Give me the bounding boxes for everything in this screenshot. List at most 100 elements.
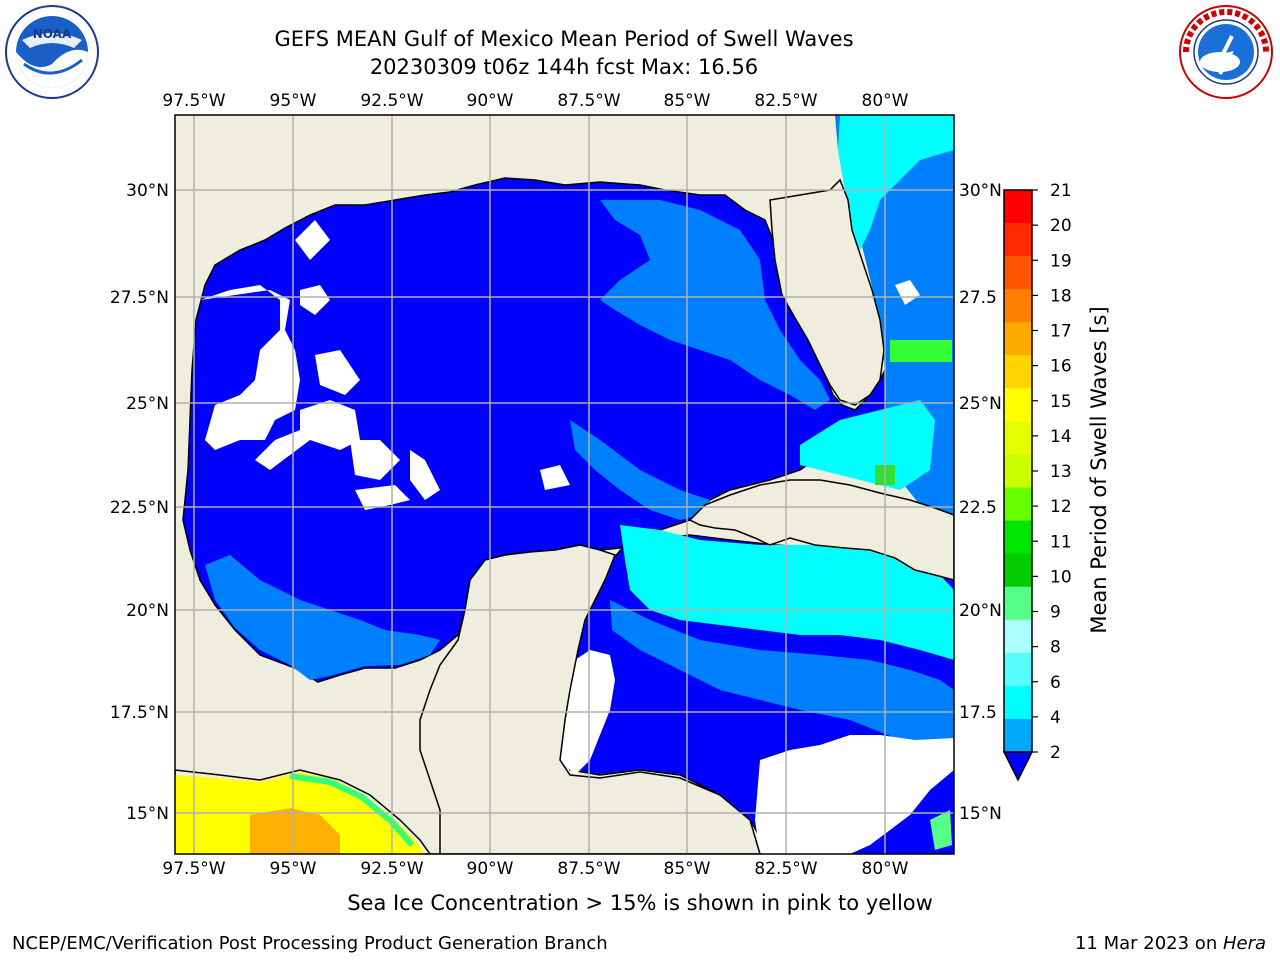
nodata-gulf-4 [315,350,360,395]
caption-text: Sea Ice Concentration > 15% is shown in … [347,891,933,915]
lat-labels-left: 30°N 27.5°N 25°N 22.5°N 20°N 17.5°N 15°N [110,181,169,824]
nodata-gulf-6 [410,450,440,500]
swell-band-west [205,555,440,680]
colorbar-tick-label: 17 [1050,322,1072,342]
nodata-gulf-5 [295,220,330,260]
colorbar-tick-label: 18 [1050,286,1072,306]
colorbar-tick-label: 20 [1050,216,1072,236]
colorbar-band [1004,520,1032,555]
machine-name: Hera [1222,933,1266,954]
colorbar-tick-label: 8 [1050,638,1061,658]
lon-label-bottom: 97.5°W [162,859,225,879]
cuba-land [688,479,954,581]
swell-band-caribbean [610,600,954,760]
colorbar-band [1004,421,1032,455]
pacific-orange [250,808,340,854]
lat-label-right: 22.5 [959,498,997,518]
colorbar-tick-label: 19 [1050,251,1072,271]
colorbar-band [1004,553,1032,588]
noaa-logo: NOAA [5,5,99,99]
lon-label-bottom: 80°W [862,859,909,879]
lon-label-bottom: 87.5°W [557,859,620,879]
yucatan-land [175,544,761,854]
lon-label-bottom: 82.5°W [754,859,817,879]
lat-label-right: 27.5 [959,288,997,308]
colorbar-tick-label: 9 [1050,603,1061,623]
date-text: 11 Mar 2023 on [1074,933,1223,954]
colorbar-band [1004,223,1032,257]
lon-label-top: 97.5°W [162,91,225,111]
nodata-gulf-2 [350,440,400,480]
lon-label-top: 95°W [270,91,317,111]
pacific-green-edge [289,773,415,847]
lat-label-left: 22.5°N [110,498,169,518]
swell-cyan-atlantic [838,115,954,250]
lon-label-top: 87.5°W [557,91,620,111]
lat-label-left: 17.5°N [110,703,169,723]
lat-label-right: 17.5 [959,703,997,723]
colorbar-tick-label: 14 [1050,427,1072,447]
lat-label-right: 25°N [959,394,1002,414]
colorbar-band [1004,718,1032,753]
colorbar-tick-label: 21 [1050,181,1072,201]
colorbar-tick-label: 16 [1050,357,1072,377]
colorbar-band [1004,289,1032,323]
map-subtitle: 20230309 t06z 144h fcst Max: 16.56 [369,55,759,79]
lat-labels-right: 30°N 27.5 25°N 22.5 20°N 17.5 15°N [959,181,1002,824]
lat-label-left: 20°N [126,601,169,621]
lon-labels: 97.5°W 95°W 92.5°W 90°W 87.5°W 85°W 82.5… [162,91,908,879]
lon-label-top: 80°W [862,91,909,111]
swell-cyan-straits [800,400,935,490]
nodata-gulf-7 [540,465,570,490]
date-stamp: 11 Mar 2023 on Hera [1075,933,1266,954]
colorbar-band [1004,619,1032,654]
nodata-south-caribbean [755,735,954,854]
colorbar-tick-label: 15 [1050,392,1072,412]
lon-label-top: 82.5°W [754,91,817,111]
colorbar-tick-label: 4 [1050,708,1061,728]
colorbar-band [1004,388,1032,422]
lat-label-right: 30°N [959,181,1002,201]
nws-logo [1179,5,1273,99]
nodata-atlantic [895,280,920,305]
colorbar: 21 20 19 18 17 16 15 14 13 12 11 10 9 8 6 4 2 [1002,181,1072,782]
swell-cyan-caribbean [620,525,954,660]
lon-label-top: 85°W [664,91,711,111]
lon-label-top: 92.5°W [360,91,423,111]
colorbar-band [1004,190,1032,224]
lat-label-right: 20°N [959,601,1002,621]
colorbar-tick-label: 11 [1050,532,1072,552]
lon-label-top: 90°W [467,91,514,111]
gridlines [175,115,954,854]
map-frame [174,114,955,855]
colorbar-band [1004,256,1032,290]
lon-label-bottom: 90°W [467,859,514,879]
colorbar-extension [1002,751,1034,782]
nodata-central-gulf [255,400,360,470]
map-area [175,115,954,854]
credit-text: NCEP/EMC/Verification Post Processing Pr… [12,933,608,954]
lon-label-bottom: 95°W [270,859,317,879]
swell-band-central [570,420,710,520]
colorbar-tick-label: 2 [1050,743,1061,763]
colorbar-band [1004,586,1032,621]
colorbar-label: Mean Period of Swell Waves [s] [1087,306,1111,633]
colorbar-band [1004,454,1032,489]
colorbar-tick-label: 10 [1050,567,1072,587]
caption: Sea Ice Concentration > 15% is shown in … [0,891,1280,915]
lat-label-left: 30°N [126,181,169,201]
colorbar-tick-label: 6 [1050,673,1061,693]
colorbar-tick-label: 13 [1050,462,1072,482]
colorbar-band [1004,685,1032,720]
lon-label-bottom: 85°W [664,859,711,879]
lat-label-left: 27.5°N [110,288,169,308]
nodata-west-gulf [200,285,300,450]
lon-label-bottom: 92.5°W [360,859,423,879]
nodata-gulf-3 [355,485,410,510]
swell-green-bahamas [890,340,952,362]
colorbar-band [1004,322,1032,356]
colorbar-band [1004,487,1032,522]
colorbar-tick-label: 12 [1050,497,1072,517]
map-title: GEFS MEAN Gulf of Mexico Mean Period of … [274,27,854,51]
